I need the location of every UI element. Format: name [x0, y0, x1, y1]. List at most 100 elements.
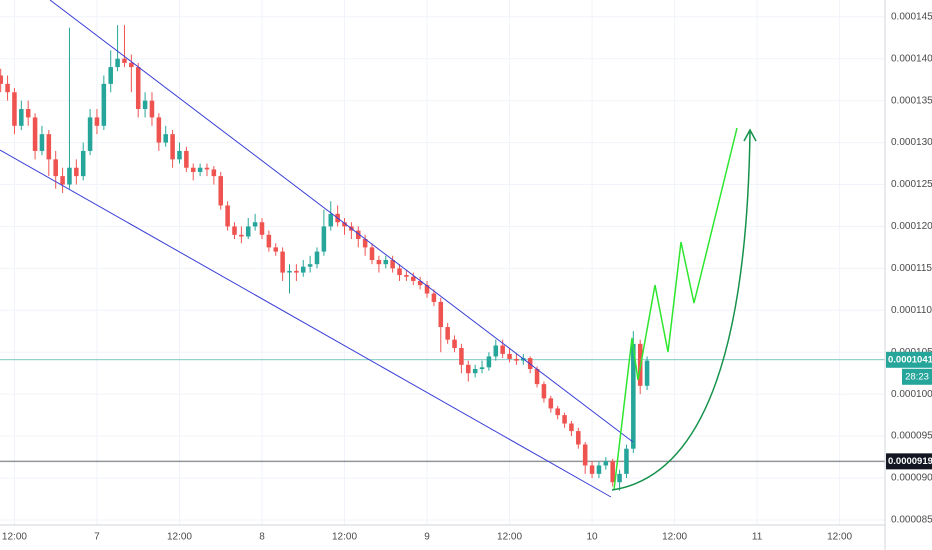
projection-curve: [611, 131, 751, 491]
candle-body: [94, 117, 100, 126]
candle-body: [39, 134, 45, 151]
candle-body: [80, 150, 86, 177]
price-label-box: [886, 453, 932, 470]
x-tick-label: 11: [752, 532, 763, 543]
candle-body: [452, 339, 457, 349]
candle-body: [87, 117, 93, 151]
candle-body: [122, 58, 127, 63]
candle-body: [239, 234, 244, 237]
candle-body: [411, 276, 416, 281]
candle-body: [383, 259, 389, 265]
candle-body: [280, 251, 285, 273]
candle-body: [5, 83, 10, 93]
candle-body: [507, 353, 512, 359]
y-tick-label: 0.00013000: [891, 137, 932, 148]
x-tick-label: 12:00: [332, 532, 357, 543]
candle-body: [582, 444, 588, 466]
candle-body: [273, 247, 279, 252]
candle-body: [204, 167, 210, 170]
candle-body: [170, 134, 175, 160]
candle-body: [603, 461, 609, 466]
candle-body: [445, 327, 450, 340]
candle-body: [142, 100, 148, 110]
candle-body: [431, 293, 437, 302]
candle-body: [19, 109, 24, 126]
candle-body: [624, 448, 629, 474]
candle-body: [12, 92, 17, 126]
candle-body: [644, 360, 650, 386]
y-tick-label: 0.00009000: [891, 473, 932, 484]
y-tick-label: 0.00010000: [891, 389, 932, 400]
x-tick-label: 7: [94, 532, 100, 543]
candle-body: [486, 356, 492, 368]
candle-body: [342, 222, 347, 227]
candle-body: [321, 226, 327, 252]
x-tick-label: 9: [424, 532, 430, 543]
candle-body: [135, 67, 141, 110]
candle-body: [479, 367, 485, 370]
x-tick-label: 12:00: [662, 532, 687, 543]
candle-body: [548, 398, 554, 409]
candle-body: [369, 247, 375, 260]
candle-body: [101, 83, 107, 126]
x-tick-label: 10: [587, 532, 599, 543]
x-tick-label: 12:00: [827, 532, 852, 543]
countdown-box: [902, 368, 932, 385]
candle-body: [397, 268, 402, 276]
candle-body: [108, 67, 113, 84]
y-tick-label: 0.00013500: [891, 95, 932, 106]
candle-body: [60, 176, 65, 185]
candle-body: [32, 117, 38, 151]
candle-body: [0, 75, 3, 84]
candle-body: [472, 369, 478, 374]
candle-body: [493, 345, 499, 357]
y-tick-label: 0.00014000: [891, 53, 932, 64]
candle-body: [314, 251, 320, 265]
candle-body: [631, 343, 636, 449]
countdown-label: 28:23: [905, 371, 929, 382]
candle-body: [74, 167, 79, 177]
candle-body: [576, 431, 581, 445]
candle-body: [197, 167, 203, 172]
candle-body: [466, 364, 471, 374]
candle-body: [232, 226, 237, 235]
x-tick-label: 12:00: [2, 532, 27, 543]
price-label: 0.00009199: [888, 456, 932, 467]
y-tick-label: 0.00014500: [891, 11, 932, 22]
candle-body: [225, 205, 230, 227]
candle-body: [459, 348, 464, 365]
candle-body: [610, 461, 615, 483]
candle-body: [287, 270, 292, 273]
candle-body: [555, 408, 560, 416]
candle-body: [424, 285, 430, 294]
candle-body: [617, 473, 622, 483]
y-tick-label: 0.00008500: [891, 515, 932, 526]
candle-body: [53, 159, 58, 177]
candle-body: [294, 270, 299, 273]
axes: 0.00008500 0.00009000 0.00009500 0.00010000…: [2, 11, 932, 543]
candle-body: [569, 423, 574, 432]
y-tick-label: 0.00011500: [891, 263, 932, 274]
price-label: 0.00010410: [888, 354, 932, 365]
candle-body: [156, 117, 162, 143]
candle-body: [362, 239, 368, 248]
x-tick-label: 12:00: [497, 532, 522, 543]
y-tick-label: 0.00012000: [891, 221, 932, 232]
grid: [0, 0, 885, 525]
candle-body: [534, 369, 540, 385]
x-tick-label: 8: [259, 532, 265, 543]
candle-body: [259, 222, 265, 235]
candle-body: [417, 280, 423, 286]
projection-arrowhead: [743, 128, 757, 142]
candle-body: [211, 169, 217, 177]
candle-body: [67, 167, 72, 185]
y-tick-label: 0.00011000: [891, 305, 932, 316]
candle-body: [328, 213, 334, 227]
candle-body: [190, 167, 196, 172]
candle-body: [541, 384, 547, 399]
candle-body: [266, 234, 272, 248]
candle-body: [376, 259, 382, 265]
candle-body: [390, 259, 395, 269]
candle-body: [438, 301, 444, 328]
